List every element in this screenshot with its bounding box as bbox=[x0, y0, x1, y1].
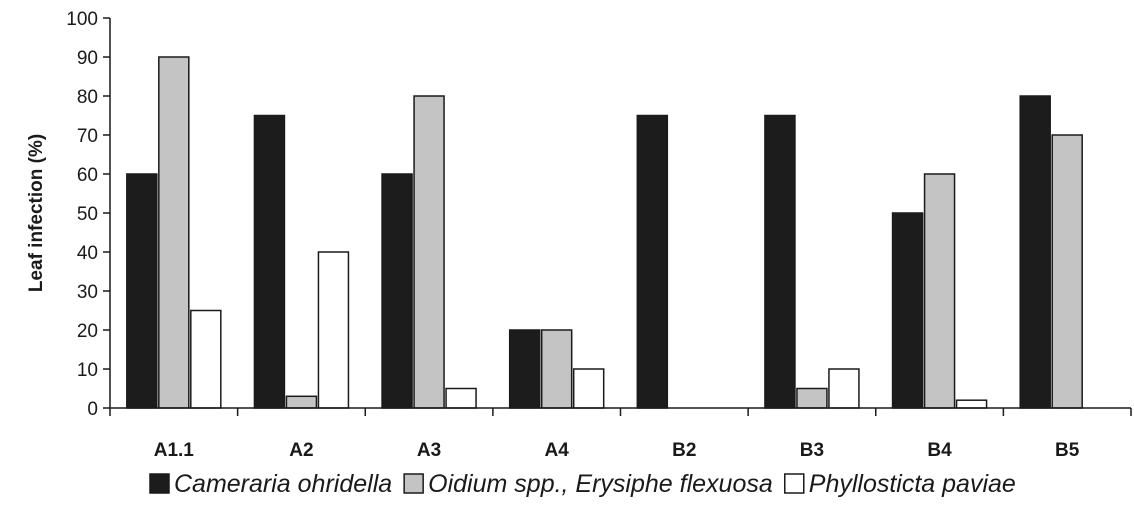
x-category-label: B2 bbox=[672, 440, 696, 461]
y-tick-label: 100 bbox=[66, 9, 98, 30]
bar-B2-series-0 bbox=[636, 114, 669, 409]
legend: Cameraria ohridella Oidium spp., Erysiphe… bbox=[149, 470, 1016, 498]
y-tick-label: 30 bbox=[77, 282, 98, 303]
bar-B3-series-0 bbox=[764, 114, 796, 409]
x-category-label: A4 bbox=[545, 440, 570, 461]
legend-swatch-2 bbox=[784, 473, 805, 494]
legend-label-0: Cameraria ohridella bbox=[174, 470, 392, 498]
legend-swatch-0 bbox=[149, 473, 170, 494]
y-tick-label: 60 bbox=[77, 165, 98, 186]
bar-A1.1-series-2 bbox=[190, 309, 222, 409]
bar-A3-series-2 bbox=[445, 387, 477, 409]
y-tick-label: 90 bbox=[77, 48, 98, 69]
x-category-label: B4 bbox=[927, 440, 952, 461]
y-tick-label: 50 bbox=[77, 204, 98, 225]
bar-B4-series-0 bbox=[891, 212, 924, 409]
y-tick-label: 0 bbox=[87, 399, 98, 420]
bar-A4-series-2 bbox=[572, 368, 605, 409]
bar-B5-series-1 bbox=[1051, 134, 1083, 409]
x-category-label: A1.1 bbox=[154, 440, 195, 461]
x-category-label: A3 bbox=[417, 440, 441, 461]
bar-B4-series-1 bbox=[923, 173, 956, 409]
y-tick-label: 20 bbox=[77, 321, 98, 342]
legend-label-1: Oidium spp., Erysiphe flexuosa bbox=[428, 470, 773, 498]
bar-A2-series-0 bbox=[253, 114, 286, 409]
bar-A3-series-0 bbox=[381, 173, 413, 409]
y-axis-title: Leaf infection (%) bbox=[26, 134, 47, 292]
bar-A1.1-series-0 bbox=[126, 173, 158, 409]
legend-label-2: Phyllosticta paviae bbox=[809, 470, 1016, 498]
y-tick-label: 70 bbox=[77, 126, 98, 147]
axes-layer bbox=[103, 17, 1132, 416]
bar-A4-series-0 bbox=[508, 329, 541, 409]
y-tick-label: 40 bbox=[77, 243, 98, 264]
bar-A4-series-1 bbox=[540, 329, 573, 409]
bar-A2-series-1 bbox=[285, 395, 318, 409]
bar-A2-series-2 bbox=[317, 251, 350, 409]
x-category-label: A2 bbox=[289, 440, 313, 461]
x-category-label: B3 bbox=[800, 440, 824, 461]
bar-A1.1-series-1 bbox=[158, 56, 190, 409]
x-category-label: B5 bbox=[1055, 440, 1080, 461]
y-tick-label: 80 bbox=[77, 87, 98, 108]
bars-layer bbox=[126, 56, 1083, 409]
bar-B5-series-0 bbox=[1019, 95, 1051, 409]
y-tick-label: 10 bbox=[77, 360, 98, 381]
bar-A3-series-1 bbox=[413, 95, 445, 409]
labels-layer: 0 10 20 30 40 50 60 70 80 90 100 A1.1 A2 A3 A4 B2 B3 B4 B5… bbox=[26, 9, 1080, 461]
legend-swatch-1 bbox=[403, 473, 424, 494]
bar-B4-series-2 bbox=[955, 399, 988, 409]
bar-B3-series-1 bbox=[796, 387, 828, 409]
bar-B3-series-2 bbox=[828, 368, 860, 409]
